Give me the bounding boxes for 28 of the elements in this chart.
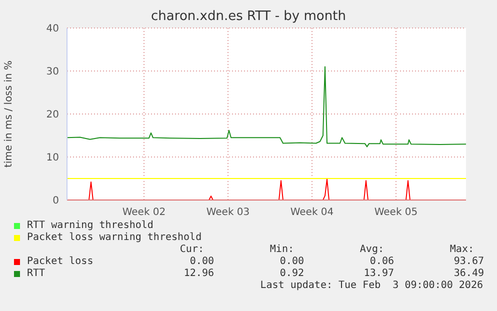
text: Cur: bbox=[178, 244, 205, 256]
y-tick-label: 20 bbox=[46, 110, 59, 121]
text: 13.97 bbox=[362, 268, 394, 280]
text: 0.06 bbox=[368, 256, 394, 268]
x-tick-label: Week 05 bbox=[374, 207, 418, 218]
y-axis-title: time in ms / loss in % bbox=[4, 60, 15, 168]
legend-label: Packet loss warning threshold bbox=[27, 232, 202, 244]
x-tick-label: Week 02 bbox=[122, 207, 166, 218]
y-tick-label: 30 bbox=[46, 66, 59, 78]
text: 36.49 bbox=[452, 268, 484, 280]
text: 93.67 bbox=[452, 256, 484, 268]
text: Avg: bbox=[358, 244, 385, 256]
text: 0.00 bbox=[278, 256, 304, 268]
text: 0.92 bbox=[278, 268, 304, 280]
legend-label: Packet loss bbox=[26, 256, 94, 268]
y-tick-label: 10 bbox=[46, 152, 59, 164]
x-tick-label: Week 03 bbox=[206, 207, 250, 218]
text: Last update: Tue Feb 3 09:00:00 2026 bbox=[259, 280, 483, 292]
x-tick-label: Week 04 bbox=[290, 207, 334, 218]
text: 0.00 bbox=[188, 256, 214, 268]
legend-label: RTT warning threshold bbox=[27, 220, 154, 232]
text: Min: bbox=[268, 244, 295, 256]
chart-title: charon.xdn.es RTT - by month bbox=[150, 9, 347, 24]
y-tick-label: 0 bbox=[52, 196, 59, 207]
y-tick-label: 40 bbox=[46, 24, 59, 35]
text: 12.96 bbox=[182, 268, 214, 280]
text: Max: bbox=[448, 244, 475, 256]
legend-label: RTT bbox=[26, 268, 46, 280]
